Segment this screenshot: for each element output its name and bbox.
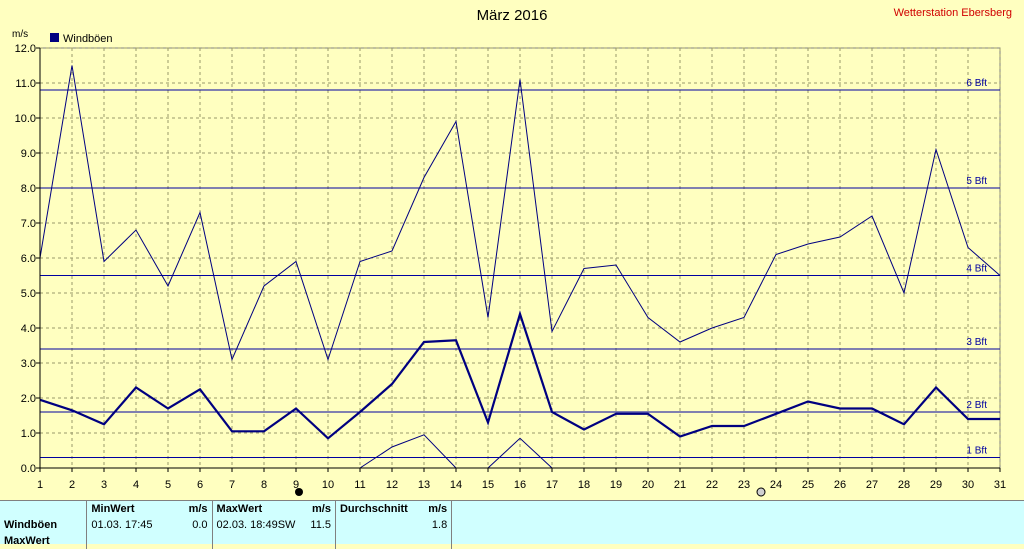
x-tick-label: 23 [738,479,750,491]
x-tick-label: 20 [642,479,654,491]
y-tick-label: 1.0 [21,428,36,440]
x-tick-label: 13 [418,479,430,491]
stats-row2-label: MaxWert [4,535,50,547]
y-tick-label: 10.0 [15,113,36,125]
x-tick-label: 18 [578,479,590,491]
x-tick-label: 11 [354,479,365,491]
series-line-1 [39,65,1001,362]
beaufort-lines: 1 Bft 2 Bft 3 Bft 4 Bft 5 Bft 6 Bft [40,78,1000,458]
y-tick-label: 9.0 [21,148,36,160]
x-tick-label: 28 [898,479,910,491]
x-tick-label: 10 [322,479,334,491]
x-tick-label: 2 [69,479,75,491]
min-time: 01.03. 17:45 [86,517,165,533]
station-name: Wetterstation Ebersberg [894,7,1012,19]
x-tick-label: 3 [101,479,107,491]
x-tick-label: 4 [133,479,139,491]
stats-row-2: MaxWert [0,533,1024,549]
stats-header-row: MinWert m/s MaxWert m/s Durchschnitt m/s [0,501,1024,517]
y-tick-label: 5.0 [21,288,36,300]
x-tick-label: 31 [994,479,1006,491]
legend-label: Windböen [63,33,113,45]
y-tick-label: 8.0 [21,183,36,195]
x-tick-label: 21 [674,479,686,491]
max-time: 02.03. 18:49SW [211,517,300,533]
x-tick-label: 8 [261,479,267,491]
beaufort-label: 2 Bft [966,400,987,411]
min-value: 0.0 [192,519,208,531]
max-unit: m/s [312,503,331,515]
x-tick-label: 25 [802,479,814,491]
moon-full-icon [756,487,766,497]
beaufort-label: 6 Bft [966,78,987,89]
y-axis: 0.0 1.0 2.0 3.0 4.0 5.0 6.0 7.0 8.0 9.0 10.0 11.0 12… [15,43,41,475]
y-tick-label: 3.0 [21,358,36,370]
grid [39,47,1001,469]
x-tick-label: 6 [197,479,203,491]
y-tick-label: 0.0 [21,463,36,475]
x-tick-label: 22 [706,479,718,491]
x-tick-label: 15 [482,479,494,491]
y-tick-label: 4.0 [21,323,36,335]
min-header: MinWert [86,501,165,517]
y-tick-label: 2.0 [21,393,36,405]
beaufort-label: 1 Bft [966,446,987,457]
x-tick-label: 30 [962,479,974,491]
chart: 1 Bft 2 Bft 3 Bft 4 Bft 5 Bft 6 Bft 0.0 1.0 2.0… [12,7,1012,497]
stats-row: Windböen 01.03. 17:45 0.0 02.03. 18:49SW… [0,517,1024,533]
avg-header: Durchschnitt [334,501,424,517]
x-tick-label: 9 [293,479,299,491]
x-tick-label: 1 [37,479,43,491]
legend-swatch [50,33,59,42]
y-axis-unit: m/s [12,29,28,40]
moon-new-icon [295,488,303,496]
y-tick-label: 6.0 [21,253,36,265]
x-tick-label: 12 [386,479,398,491]
stats-panel: MinWert m/s MaxWert m/s Durchschnitt m/s… [0,500,1024,549]
beaufort-label: 3 Bft [966,337,987,348]
y-tick-label: 12.0 [15,43,36,55]
chart-title: März 2016 [477,7,548,24]
stats-table: MinWert m/s MaxWert m/s Durchschnitt m/s… [0,501,1024,549]
x-tick-label: 19 [610,479,622,491]
avg-unit: m/s [428,503,448,515]
x-tick-label: 26 [834,479,846,491]
x-axis: 1 2 3 4 5 6 7 8 9 10 11 12 13 14 15 16 17 18 19 20 21 22 23 24 2… [37,467,1006,491]
y-tick-label: 11.0 [15,78,36,90]
x-tick-label: 5 [165,479,171,491]
x-tick-label: 24 [770,479,782,491]
avg-value: 1.8 [431,519,448,531]
max-time-value: 02.03. 18:49 [216,519,278,531]
x-tick-label: 29 [930,479,942,491]
x-tick-label: 17 [546,479,558,491]
beaufort-label: 4 Bft [966,264,987,275]
x-tick-label: 7 [229,479,235,491]
x-tick-label: 14 [450,479,462,491]
beaufort-label: 5 Bft [966,176,987,187]
max-value: 11.5 [310,519,331,531]
max-direction: SW [277,519,296,531]
y-tick-label: 7.0 [21,218,36,230]
min-unit: m/s [188,503,208,515]
x-tick-label: 16 [514,479,526,491]
max-header: MaxWert [211,501,300,517]
stats-row-label: Windböen [4,519,58,531]
series-line-0 [39,310,1000,440]
x-tick-label: 27 [866,479,878,491]
